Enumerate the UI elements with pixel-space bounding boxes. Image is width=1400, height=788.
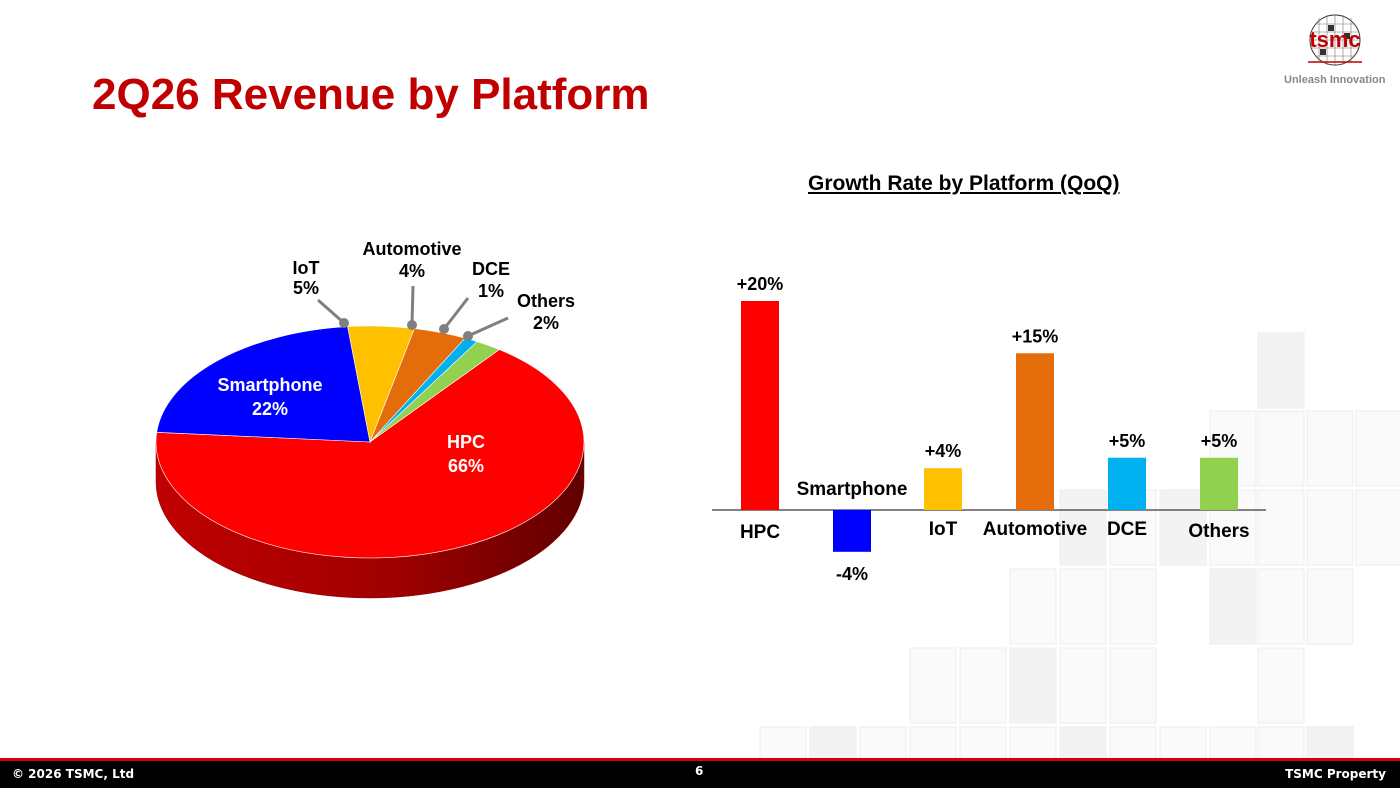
bar-category-label-dce: DCE	[1107, 519, 1147, 540]
background-tile	[1009, 647, 1057, 724]
pie-value-hpc: 66%	[448, 456, 484, 476]
background-tile	[1109, 568, 1157, 645]
bar-dce	[1108, 457, 1146, 510]
bar-smartphone	[833, 510, 871, 552]
background-tile	[959, 647, 1007, 724]
pie-label-dce: DCE	[472, 259, 510, 279]
slide-footer: © 2026 TSMC, Ltd 6 TSMC Property	[0, 761, 1400, 788]
bar-category-label-smartphone: Smartphone	[797, 479, 908, 500]
leader-dot-others	[463, 331, 473, 341]
background-tile	[909, 647, 957, 724]
copyright-text: © 2026 TSMC, Ltd	[12, 767, 135, 781]
pie-slice-smartphone	[156, 326, 371, 443]
page-number: 6	[695, 764, 704, 778]
pie-label-iot: IoT	[293, 258, 320, 278]
footer-divider	[0, 758, 1400, 761]
background-tile	[1257, 410, 1305, 487]
background-tile	[1209, 568, 1257, 645]
background-tile	[1306, 410, 1354, 487]
pie-label-others: Others	[517, 291, 575, 311]
pie-value-smartphone: 22%	[252, 399, 288, 419]
background-tile	[1059, 647, 1107, 724]
background-tile	[1257, 489, 1305, 566]
leader-dot-iot	[339, 318, 349, 328]
bar-category-label-automotive: Automotive	[983, 519, 1088, 540]
bar-automotive	[1016, 353, 1054, 510]
bar-category-label-hpc: HPC	[740, 522, 780, 543]
pie-value-others: 2%	[533, 313, 559, 333]
background-tile	[1059, 568, 1107, 645]
background-tile	[1306, 568, 1354, 645]
pie-value-automotive: 4%	[399, 261, 425, 281]
tsmc-logo: tsmc	[1308, 14, 1362, 66]
background-tile	[1306, 489, 1354, 566]
logo-wordmark: tsmc	[1309, 27, 1360, 52]
background-tile	[1159, 489, 1207, 566]
bar-iot	[924, 468, 962, 510]
growth-rate-bar-chart: +20% HPC -4% Smartphone +4% IoT +15% Automotive…	[712, 274, 1266, 584]
pie-value-iot: 5%	[293, 278, 319, 298]
bar-value-label-others: +5%	[1201, 431, 1238, 451]
leader-dot-dce	[439, 324, 449, 334]
leader-line-automotive	[410, 285, 415, 326]
bar-value-label-hpc: +20%	[737, 274, 784, 294]
pie-label-smartphone: Smartphone	[217, 375, 322, 395]
background-tile	[1009, 568, 1057, 645]
leader-line-others	[467, 316, 509, 338]
background-tile	[1059, 489, 1107, 566]
bar-chart-title: Growth Rate by Platform (QoQ)	[808, 172, 1120, 195]
background-tile	[1355, 410, 1400, 487]
bar-category-label-others: Others	[1188, 521, 1249, 542]
tagline: Unleash Innovation	[1284, 74, 1386, 86]
background-tile	[1257, 332, 1305, 409]
pie-label-hpc: HPC	[447, 432, 485, 452]
bar-others	[1200, 457, 1238, 510]
background-tile	[1109, 647, 1157, 724]
bar-value-label-iot: +4%	[925, 441, 962, 461]
pie-label-automotive: Automotive	[363, 239, 462, 259]
background-tile	[1257, 568, 1305, 645]
background-tile	[1355, 489, 1400, 566]
leader-line-dce	[442, 297, 470, 330]
leader-dot-automotive	[407, 320, 417, 330]
bar-value-label-dce: +5%	[1109, 431, 1146, 451]
leader-line-iot	[317, 298, 345, 325]
bar-value-label-automotive: +15%	[1012, 326, 1059, 346]
bar-value-label-smartphone: -4%	[836, 564, 868, 584]
property-notice: TSMC Property	[1285, 767, 1386, 781]
pie-value-dce: 1%	[478, 281, 504, 301]
pie-slice-hpc	[155, 349, 585, 559]
bar-category-label-iot: IoT	[929, 519, 958, 540]
slide-title: 2Q26 Revenue by Platform	[92, 70, 650, 119]
background-tile	[1257, 647, 1305, 724]
bar-hpc	[741, 301, 779, 510]
